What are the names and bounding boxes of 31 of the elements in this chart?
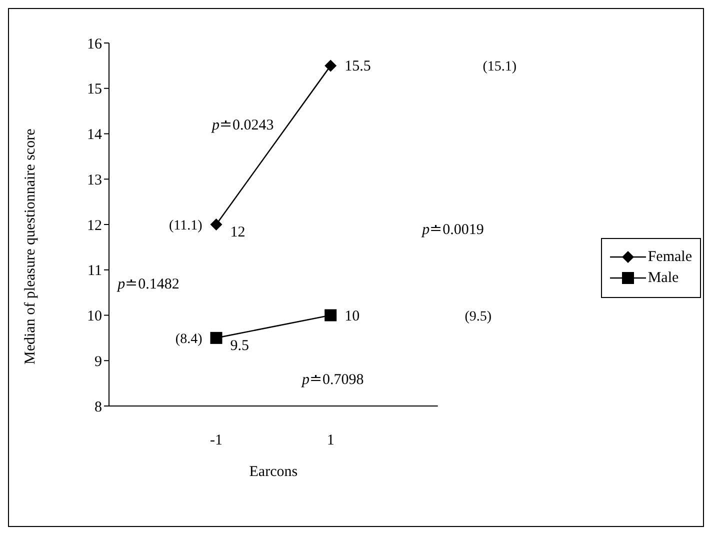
data-label: 9.5 [230, 338, 249, 354]
point [324, 309, 337, 322]
x-tick-label: 1 [326, 432, 334, 449]
legend-label: Male [648, 270, 679, 286]
y-tick-label: 14 [87, 127, 102, 144]
x-axis-title: Earcons [249, 464, 298, 480]
text: (15.1) [482, 60, 517, 75]
y-tick-label: 10 [87, 308, 102, 325]
y-tick-label: 12 [87, 218, 102, 234]
y-tick-label: 16 [87, 36, 102, 52]
legend-label: Female [648, 248, 692, 266]
point [210, 218, 222, 230]
point [324, 60, 337, 72]
data-label: 15.5 [344, 58, 371, 75]
y-axis-title: Median of pleasure questionnaire score [22, 128, 38, 364]
annotation: p≐0.1482 [116, 276, 180, 292]
data-label: 10 [344, 308, 360, 324]
annotation: p≐0.7098 [301, 372, 364, 388]
y-tick-label: 8 [94, 399, 102, 416]
annotation: p≐0.0243 [210, 118, 274, 134]
y-tick-label: 11 [88, 263, 102, 280]
y-tick-label: 9 [94, 354, 102, 370]
annotation: (11.1) [168, 218, 203, 234]
x-tick-label: -1 [210, 432, 222, 449]
y-tick-label: 15 [87, 82, 102, 98]
text: (9.5) [464, 309, 492, 324]
annotation: (8.4) [175, 332, 203, 347]
y-tick-label: 13 [87, 172, 102, 188]
point [210, 332, 222, 344]
annotation: p≐0.0019 [421, 222, 484, 238]
data-label: 12 [230, 224, 246, 240]
